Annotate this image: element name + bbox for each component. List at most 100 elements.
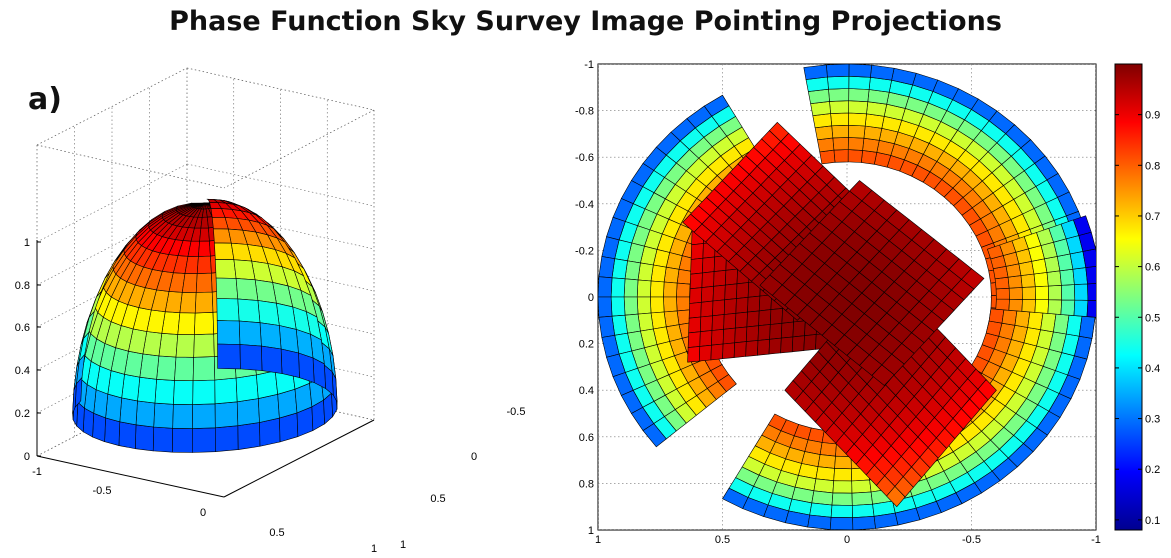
dome-patch <box>259 417 281 447</box>
projection-patch <box>734 326 748 344</box>
dome-patch <box>237 298 261 324</box>
projection-patch <box>713 269 727 287</box>
x-tick-label: 0 <box>844 534 850 546</box>
projection-patch <box>832 137 849 151</box>
dome-patch <box>235 374 259 403</box>
dome-patch <box>172 403 194 429</box>
projection-patch <box>1060 299 1076 316</box>
projection-patch <box>711 328 724 346</box>
projection-patch <box>832 480 853 494</box>
colorbar-tick-label: 0.2 <box>1145 464 1160 476</box>
projection-patch <box>1059 268 1075 286</box>
projection-patch <box>829 100 850 114</box>
projection-patch <box>1034 285 1050 301</box>
projection-patch <box>1001 309 1018 326</box>
projection-patch <box>710 343 724 361</box>
projection-patch <box>769 308 783 325</box>
projection-patch <box>830 504 853 519</box>
dome-patch <box>237 422 261 450</box>
colorbar-tick-label: 0.3 <box>1145 414 1160 426</box>
projection-patch <box>769 322 783 340</box>
projection-patch <box>598 276 613 298</box>
dome-patch <box>257 393 280 423</box>
projection-patch <box>722 342 736 360</box>
projection-patch <box>712 299 726 317</box>
projection-patch <box>831 124 849 139</box>
projection-patch <box>994 276 1010 290</box>
dome-patch <box>214 401 239 429</box>
dome-patch <box>154 378 175 405</box>
projection-patch <box>688 316 702 334</box>
dome-patch <box>214 425 239 453</box>
dome-patch <box>190 202 206 205</box>
dome-patch <box>193 333 215 358</box>
projection-patch <box>1046 270 1062 287</box>
projection-patch <box>860 150 878 165</box>
dome-patch <box>192 403 216 429</box>
projection-patch <box>663 266 680 284</box>
z-tick-label: 1 <box>24 237 30 249</box>
projection-patch <box>687 331 701 348</box>
dome-patch <box>119 397 138 426</box>
z-tick-label: 0.2 <box>15 408 30 420</box>
dome-patch <box>121 373 141 402</box>
projection-patch <box>848 100 869 115</box>
projection-patch <box>1085 266 1096 285</box>
dome-patch <box>175 334 195 358</box>
projection-patch <box>689 272 703 290</box>
projection-patch <box>636 279 652 298</box>
projection-patch <box>757 324 771 341</box>
colorbar-tick-label: 0.8 <box>1145 160 1160 172</box>
projection-patch <box>886 485 906 508</box>
dome-patch <box>235 278 259 301</box>
dome-patch <box>173 380 194 405</box>
grid-line <box>36 163 188 243</box>
y-tick-label: -0.5 <box>507 406 526 418</box>
dome-patch <box>192 379 216 405</box>
panel-a-axes <box>36 240 375 498</box>
colorbar-tick-label: 0.4 <box>1145 363 1160 375</box>
projection-patch <box>848 64 873 78</box>
projection-patch <box>803 64 828 80</box>
projection-patch <box>745 340 759 357</box>
projection-patch <box>817 454 836 469</box>
projection-patch <box>734 311 748 329</box>
dome-patch <box>134 424 155 452</box>
projection-patch <box>700 300 714 318</box>
z-tick-label: 0.8 <box>15 280 30 292</box>
x-tick-label: 0 <box>200 507 206 519</box>
projection-patch <box>988 308 1005 324</box>
dome-patch <box>153 402 174 429</box>
x-tick-label: 1 <box>595 534 601 546</box>
projection-patch <box>812 113 833 129</box>
projection-patch <box>758 294 772 312</box>
x-tick-label: 0.5 <box>269 527 284 539</box>
projection-patch <box>689 287 703 304</box>
figure-title: Phase Function Sky Survey Image Pointing… <box>169 6 1002 37</box>
projection-patch <box>847 149 863 163</box>
dome-patch <box>137 376 157 404</box>
projection-patch <box>848 112 867 127</box>
projection-patch <box>676 282 691 298</box>
projection-patch <box>663 310 680 328</box>
projection-patch <box>780 321 794 339</box>
projection-patch <box>745 325 759 342</box>
projection-patch <box>961 268 985 290</box>
projection-patch <box>780 336 794 354</box>
y-tick-label: -1 <box>584 59 594 71</box>
y-tick-label: 0.8 <box>579 478 594 490</box>
x-tick-label: -0.5 <box>962 534 981 546</box>
dome-patch <box>239 344 263 371</box>
projection-patch <box>1008 298 1023 312</box>
dome-patch <box>118 421 137 450</box>
dome-patch <box>278 325 299 354</box>
dome-patch <box>194 311 215 335</box>
projection-patch <box>690 243 704 260</box>
y-tick-label: 1 <box>588 525 594 537</box>
projection-patch <box>723 312 737 330</box>
projection-patch <box>736 282 750 299</box>
y-tick-label: 0 <box>471 451 477 463</box>
projection-patch <box>831 492 853 506</box>
dome-patch <box>177 312 196 335</box>
projection-patch <box>650 264 667 283</box>
